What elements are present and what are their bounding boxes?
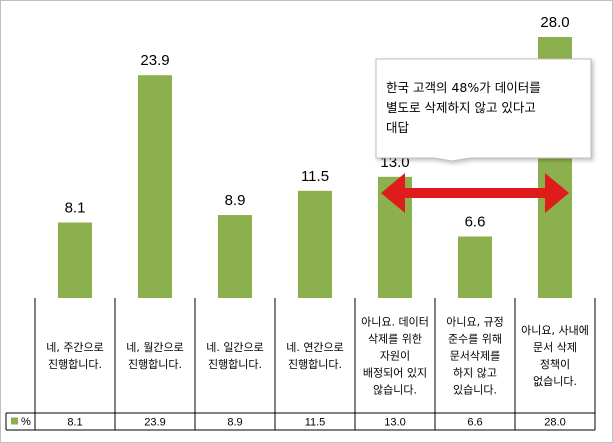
callout-text: 한국 고객의 48%가 데이터를 별도로 삭제하지 않고 있다고 대답 xyxy=(386,80,541,135)
category-label: 네. 일간으로 진행합니다. xyxy=(206,340,264,371)
category-label: 아니요. 데이터 삭제를 위한 자원이 배정되어 있지 않습니다. xyxy=(361,316,429,397)
double-arrow xyxy=(381,173,569,213)
bar xyxy=(58,222,92,298)
bar xyxy=(138,75,172,298)
table-value-cell: 13.0 xyxy=(384,417,405,429)
table-value-cell: 28.0 xyxy=(544,417,565,429)
bar-value-label: 8.1 xyxy=(65,199,86,216)
bar xyxy=(218,215,252,298)
bar-value-label: 8.9 xyxy=(225,192,246,209)
legend-swatch xyxy=(11,417,18,425)
bar-value-label: 11.5 xyxy=(301,168,329,185)
table-value-cell: 23.9 xyxy=(144,417,165,429)
bar xyxy=(298,190,332,298)
category-label: 네. 연간으로 진행합니다. xyxy=(286,341,344,371)
table-value-cell: 8.9 xyxy=(227,417,242,429)
bar-value-label: 23.9 xyxy=(140,52,169,69)
bar-value-label: 28.0 xyxy=(540,14,569,31)
category-label: 아니요, 규정 준수를 위해 문서삭제를 하지 않고 있습니다. xyxy=(446,316,504,397)
table-value-cell: 6.6 xyxy=(467,417,482,429)
bar xyxy=(458,236,492,298)
table-value-cell: 11.5 xyxy=(305,417,326,429)
category-label: 네, 월간으로 진행합니다. xyxy=(126,341,184,371)
bar-value-label: 6.6 xyxy=(465,213,486,230)
table-value-cell: 8.1 xyxy=(67,417,82,429)
annotation-layer: 한국 고객의 48%가 데이터를 별도로 삭제하지 않고 있다고 대답 xyxy=(375,58,592,213)
callout-box xyxy=(375,58,592,162)
legend-label: % xyxy=(21,416,31,428)
category-label: 아니요, 사내에 문서 삭제 정책이 없습니다. xyxy=(521,324,589,388)
category-label: 네, 주간으로 진행합니다. xyxy=(46,341,104,371)
data-table: 네, 주간으로 진행합니다. 네, 월간으로 진행합니다. 네. 일간으로 진행합니다. 네… xyxy=(5,298,596,431)
